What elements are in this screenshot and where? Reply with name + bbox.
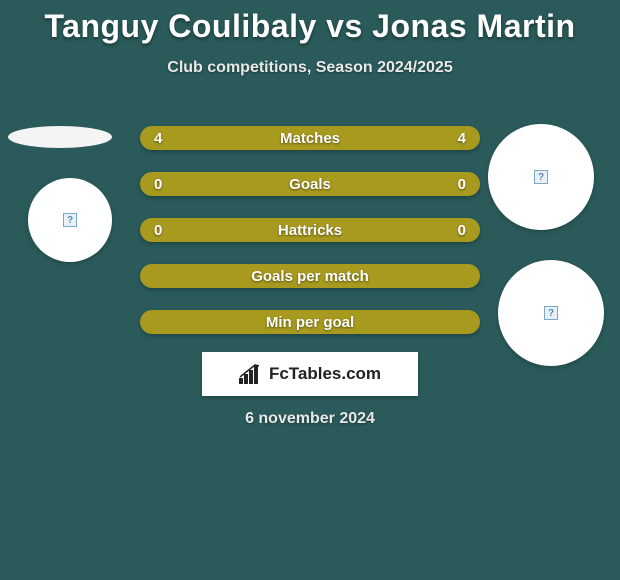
stats-container: 4 Matches 4 0 Goals 0 0 Hattricks 0 Goal…	[140, 126, 480, 356]
stat-bar-min-per-goal: Min per goal	[140, 310, 480, 334]
player-badge-left: ?	[28, 178, 112, 262]
image-placeholder-icon: ?	[544, 306, 558, 320]
stat-label: Hattricks	[278, 222, 342, 239]
bar-chart-icon	[239, 364, 263, 384]
page-subtitle: Club competitions, Season 2024/2025	[0, 59, 620, 77]
stat-left-value: 0	[154, 222, 162, 239]
stat-left-value: 4	[154, 130, 162, 147]
player-badge-right-top: ?	[488, 124, 594, 230]
stat-label: Goals per match	[251, 268, 369, 285]
image-placeholder-icon: ?	[63, 213, 77, 227]
player-badge-right-bottom: ?	[498, 260, 604, 366]
stat-right-value: 0	[458, 176, 466, 193]
date-label: 6 november 2024	[0, 410, 620, 428]
stat-label: Goals	[289, 176, 331, 193]
stat-bar-goals-per-match: Goals per match	[140, 264, 480, 288]
stat-label: Matches	[280, 130, 340, 147]
logo-box: FcTables.com	[202, 352, 418, 396]
decor-ellipse-top-left	[8, 126, 112, 148]
logo-text: FcTables.com	[269, 364, 381, 384]
stat-left-value: 0	[154, 176, 162, 193]
stat-bar-matches: 4 Matches 4	[140, 126, 480, 150]
stat-bar-hattricks: 0 Hattricks 0	[140, 218, 480, 242]
stat-right-value: 0	[458, 222, 466, 239]
stat-label: Min per goal	[266, 314, 354, 331]
stat-bar-goals: 0 Goals 0	[140, 172, 480, 196]
page-title: Tanguy Coulibaly vs Jonas Martin	[0, 0, 620, 45]
image-placeholder-icon: ?	[534, 170, 548, 184]
stat-right-value: 4	[458, 130, 466, 147]
